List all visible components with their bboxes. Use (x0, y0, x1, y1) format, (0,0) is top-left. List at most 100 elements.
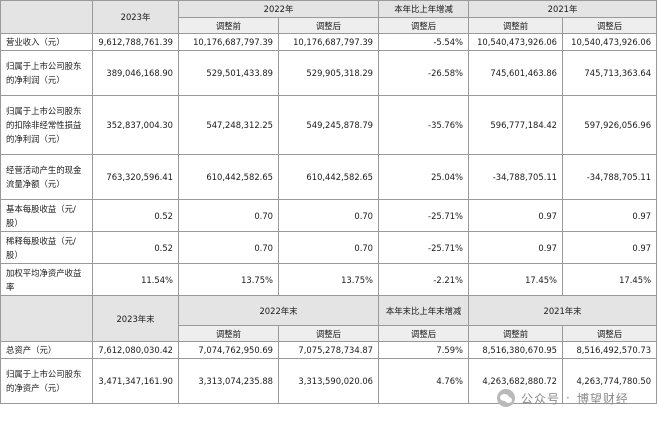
cell-2022-after: 549,245,878.79 (277, 95, 380, 155)
header-2021-end: 2021年末 (468, 295, 658, 326)
cell-2021-before: 596,777,184.42 (468, 95, 564, 155)
cell-2021-after: 597,926,056.96 (562, 95, 658, 155)
row-label: 基本每股收益（元/股） (0, 199, 93, 232)
subheader-2022-before: 调整前 (178, 17, 279, 34)
cell-2021-before: 8,516,380,670.95 (468, 341, 564, 359)
header-corner (0, 295, 93, 342)
cell-2022-after: 610,442,582.65 (277, 154, 380, 200)
header-row-year-end: 2023年末 2022年末 本年末比上年末增减 2021年末 (0, 295, 658, 342)
cell-yoy: 25.04% (378, 154, 470, 200)
cell-2023: 11.54% (92, 263, 179, 296)
cell-2021-before: 4,263,682,880.72 (468, 358, 564, 404)
watermark: 公众号 · 博望财经 (497, 389, 629, 407)
subheader-2022-after: 调整后 (277, 17, 380, 34)
cell-2023: 763,320,596.41 (92, 154, 179, 200)
cell-2022-after: 0.70 (277, 199, 380, 232)
row-label: 总资产（元） (0, 341, 93, 359)
row-label: 稀释每股收益（元/股） (0, 231, 93, 264)
row-label: 归属于上市公司股东的净利润（元） (0, 50, 93, 96)
cell-2021-after: 0.97 (562, 199, 658, 232)
cell-2021-after: 4,263,774,780.50 (562, 358, 658, 404)
cell-2021-after: 17.45% (562, 263, 658, 296)
table-row: 归属于上市公司股东的扣除非经常性损益的净利润（元） 352,837,004.30… (0, 95, 658, 155)
subheader-2021-after: 调整后 (562, 325, 658, 342)
header-corner (0, 0, 93, 34)
cell-2021-after: 8,516,492,570.73 (562, 341, 658, 359)
cell-2021-after: 10,540,473,926.06 (562, 33, 658, 51)
key-financial-table: 2023年 2022年 本年比上年增减 2021年 调整前 调整后 调整后 调整… (0, 0, 658, 404)
cell-2021-before: 745,601,463.86 (468, 50, 564, 96)
cell-2021-before: 0.97 (468, 199, 564, 232)
cell-2022-after: 13.75% (277, 263, 380, 296)
cell-2022-after: 10,176,687,797.39 (277, 33, 380, 51)
cell-2021-before: -34,788,705.11 (468, 154, 564, 200)
row-label: 营业收入（元） (0, 33, 93, 51)
header-yoy-end: 本年末比上年末增减 (378, 295, 470, 326)
subheader-2021-after: 调整后 (562, 17, 658, 34)
table-row: 总资产（元） 7,612,080,030.42 7,074,762,950.69… (0, 341, 658, 359)
cell-2023: 7,612,080,030.42 (92, 341, 179, 359)
cell-2022-after: 0.70 (277, 231, 380, 264)
cell-2022-before: 10,176,687,797.39 (178, 33, 279, 51)
cell-2023: 9,612,788,761.39 (92, 33, 179, 51)
table-row: 加权平均净资产收益率 11.54% 13.75% 13.75% -2.21% 1… (0, 263, 658, 296)
table-row: 营业收入（元） 9,612,788,761.39 10,176,687,797.… (0, 33, 658, 51)
cell-2022-after: 529,905,318.29 (277, 50, 380, 96)
watermark-right: 博望财经 (576, 391, 629, 406)
cell-2021-after: 0.97 (562, 231, 658, 264)
cell-2022-before: 610,442,582.65 (178, 154, 279, 200)
cell-2022-before: 0.70 (178, 231, 279, 264)
cell-2022-before: 3,313,074,235.88 (178, 358, 279, 404)
cell-yoy: 7.59% (378, 341, 470, 359)
wechat-icon (497, 389, 515, 407)
row-label: 归属于上市公司股东的净资产（元） (0, 358, 93, 404)
cell-2022-after: 3,313,590,020.06 (277, 358, 380, 404)
header-2022-end: 2022年末 (177, 295, 380, 326)
header-yoy: 本年比上年增减 (378, 0, 470, 18)
cell-2023: 0.52 (92, 231, 179, 264)
table-row: 经营活动产生的现金流量净额（元） 763,320,596.41 610,442,… (0, 154, 658, 200)
subheader-row-year-end: 调整前 调整后 调整后 调整前 调整后 (1, 325, 658, 342)
cell-2022-before: 547,248,312.25 (178, 95, 279, 155)
header-2023: 2023年 (92, 0, 179, 34)
header-2021: 2021年 (468, 0, 658, 18)
cell-yoy: -25.71% (378, 231, 470, 264)
cell-yoy: -26.58% (378, 50, 470, 96)
table-row: 归属于上市公司股东的净资产（元） 3,471,347,161.90 3,313,… (0, 358, 658, 404)
cell-yoy: -5.54% (378, 33, 470, 51)
cell-2021-before: 10,540,473,926.06 (468, 33, 564, 51)
cell-2021-before: 17.45% (468, 263, 564, 296)
header-2023-end: 2023年末 (92, 295, 179, 342)
row-label: 加权平均净资产收益率 (0, 263, 93, 296)
subheader-2022-after: 调整后 (277, 325, 380, 342)
cell-2023: 0.52 (92, 199, 179, 232)
subheader-2022-before: 调整前 (178, 325, 279, 342)
cell-2022-before: 529,501,433.89 (178, 50, 279, 96)
cell-yoy: 4.76% (378, 358, 470, 404)
row-label: 归属于上市公司股东的扣除非经常性损益的净利润（元） (0, 95, 93, 155)
cell-2021-after: -34,788,705.11 (562, 154, 658, 200)
header-row: 2023年 2022年 本年比上年增减 2021年 (0, 0, 658, 34)
cell-yoy: -25.71% (378, 199, 470, 232)
watermark-left: 公众号 (521, 391, 561, 406)
cell-2022-before: 7,074,762,950.69 (178, 341, 279, 359)
subheader-2021-before: 调整前 (468, 325, 564, 342)
subheader-2021-before: 调整前 (468, 17, 564, 34)
cell-2021-before: 0.97 (468, 231, 564, 264)
table-row: 稀释每股收益（元/股） 0.52 0.70 0.70 -25.71% 0.97 … (0, 231, 658, 264)
cell-yoy: -35.76% (378, 95, 470, 155)
row-label: 经营活动产生的现金流量净额（元） (0, 154, 93, 200)
cell-2022-after: 7,075,278,734.87 (277, 341, 380, 359)
cell-2022-before: 0.70 (178, 199, 279, 232)
cell-2023: 352,837,004.30 (92, 95, 179, 155)
cell-2023: 389,046,168.90 (92, 50, 179, 96)
cell-2023: 3,471,347,161.90 (92, 358, 179, 404)
table-row: 基本每股收益（元/股） 0.52 0.70 0.70 -25.71% 0.97 … (0, 199, 658, 232)
header-2022: 2022年 (177, 0, 380, 18)
cell-2021-after: 745,713,363.64 (562, 50, 658, 96)
cell-2022-before: 13.75% (178, 263, 279, 296)
subheader-yoy-after: 调整后 (378, 325, 470, 342)
subheader-yoy-after: 调整后 (378, 17, 470, 34)
table-row: 归属于上市公司股东的净利润（元） 389,046,168.90 529,501,… (0, 50, 658, 96)
